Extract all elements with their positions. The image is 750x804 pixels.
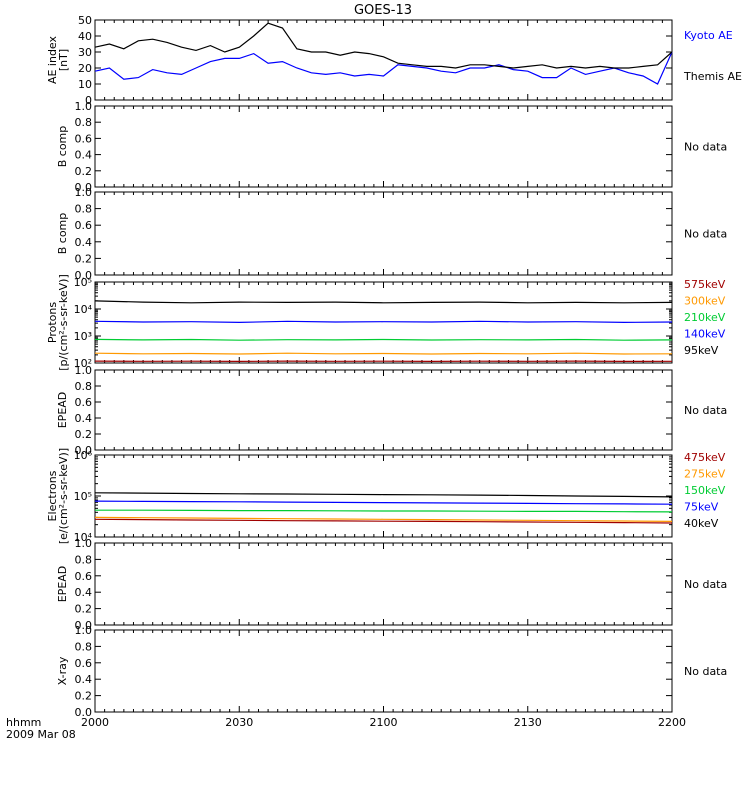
y-tick-label: 0.2 bbox=[75, 428, 93, 441]
chart-title: GOES-13 bbox=[354, 3, 412, 18]
y-tick-label: 1.0 bbox=[75, 624, 93, 637]
y-tick-label: 0.8 bbox=[75, 116, 93, 129]
y-tick-label: 10⁶ bbox=[74, 449, 93, 462]
legend-entry: 40keV bbox=[684, 517, 719, 530]
x-tick-label: 2100 bbox=[370, 716, 398, 729]
x-tick-label: 2030 bbox=[225, 716, 253, 729]
legend-entry: 300keV bbox=[684, 295, 726, 308]
y-tick-label: 0.2 bbox=[75, 165, 93, 178]
y-tick-label: 0.4 bbox=[75, 412, 93, 425]
y-tick-label: 40 bbox=[78, 30, 92, 43]
y-tick-label: 1.0 bbox=[75, 537, 93, 550]
y-tick-label: 1.0 bbox=[75, 100, 93, 113]
legend-entry: 275keV bbox=[684, 468, 726, 481]
legend-entry: 140keV bbox=[684, 328, 726, 341]
y-axis-label: [nT] bbox=[57, 49, 70, 71]
y-axis-label: B comp bbox=[56, 126, 69, 168]
x-tick-label: 2130 bbox=[514, 716, 542, 729]
series-line-300kev bbox=[95, 353, 672, 354]
y-tick-label: 0.4 bbox=[75, 149, 93, 162]
y-tick-label: 50 bbox=[78, 14, 92, 27]
b-comp-2-frame bbox=[95, 192, 672, 275]
x-tick-label: 2000 bbox=[81, 716, 109, 729]
legend-entry: 575keV bbox=[684, 278, 726, 291]
y-axis-label: B comp bbox=[56, 213, 69, 255]
epead-2-frame bbox=[95, 543, 672, 625]
protons-frame bbox=[95, 282, 672, 363]
legend-entry: 95keV bbox=[684, 344, 719, 357]
no-data-label: No data bbox=[684, 404, 727, 417]
y-axis-label: [e/(cm²-s-sr-keV)] bbox=[57, 448, 70, 544]
y-tick-label: 10⁵ bbox=[74, 490, 92, 503]
no-data-label: No data bbox=[684, 141, 727, 154]
y-axis-label: X-ray bbox=[56, 656, 69, 685]
legend-entry: Themis AE bbox=[683, 70, 742, 83]
y-tick-label: 0.2 bbox=[75, 252, 93, 265]
y-tick-label: 0.4 bbox=[75, 236, 93, 249]
legend-entry: Kyoto AE bbox=[684, 29, 733, 42]
y-axis-label: EPEAD bbox=[56, 566, 69, 603]
y-tick-label: 0.8 bbox=[75, 553, 93, 566]
y-tick-label: 0.8 bbox=[75, 640, 93, 653]
y-tick-label: 0.8 bbox=[75, 380, 93, 393]
series-line-150kev bbox=[95, 510, 672, 512]
no-data-label: No data bbox=[684, 578, 727, 591]
y-tick-label: 0.8 bbox=[75, 203, 93, 216]
series-line-themis-ae bbox=[95, 23, 672, 68]
x-tick-label: 2200 bbox=[658, 716, 686, 729]
y-tick-label: 0.6 bbox=[75, 132, 93, 145]
y-tick-label: 10³ bbox=[74, 330, 92, 343]
y-axis-label: [p/(cm²-s-sr-keV)] bbox=[57, 274, 70, 371]
y-tick-label: 0.2 bbox=[75, 603, 93, 616]
series-line-95kev bbox=[95, 301, 672, 303]
y-tick-label: 10 bbox=[78, 78, 92, 91]
b-comp-1-frame bbox=[95, 106, 672, 187]
y-tick-label: 30 bbox=[78, 46, 92, 59]
y-tick-label: 0.6 bbox=[75, 657, 93, 670]
y-tick-label: 1.0 bbox=[75, 364, 93, 377]
legend-entry: 210keV bbox=[684, 311, 726, 324]
series-line-210kev bbox=[95, 339, 672, 340]
y-tick-label: 1.0 bbox=[75, 186, 93, 199]
x-axis-date: 2009 Mar 08 bbox=[6, 728, 76, 741]
legend-entry: 475keV bbox=[684, 451, 726, 464]
series-line-140kev bbox=[95, 321, 672, 322]
y-tick-label: 0.4 bbox=[75, 673, 93, 686]
y-tick-label: 20 bbox=[78, 62, 92, 75]
y-tick-label: 0.2 bbox=[75, 690, 93, 703]
legend-entry: 75keV bbox=[684, 501, 719, 514]
legend-entry: 150keV bbox=[684, 484, 726, 497]
y-tick-label: 0.6 bbox=[75, 570, 93, 583]
ae-index-frame bbox=[95, 20, 672, 100]
series-line-40kev bbox=[95, 493, 672, 497]
y-tick-label: 0.4 bbox=[75, 586, 93, 599]
no-data-label: No data bbox=[684, 228, 727, 241]
no-data-label: No data bbox=[684, 665, 727, 678]
epead-1-frame bbox=[95, 370, 672, 450]
y-tick-label: 10⁴ bbox=[74, 303, 93, 316]
y-axis-label: EPEAD bbox=[56, 392, 69, 429]
x-ray-frame bbox=[95, 630, 672, 712]
y-tick-label: 10⁵ bbox=[74, 276, 92, 289]
y-tick-label: 0.6 bbox=[75, 396, 93, 409]
series-line-75kev bbox=[95, 501, 672, 504]
y-tick-label: 0.6 bbox=[75, 219, 93, 232]
